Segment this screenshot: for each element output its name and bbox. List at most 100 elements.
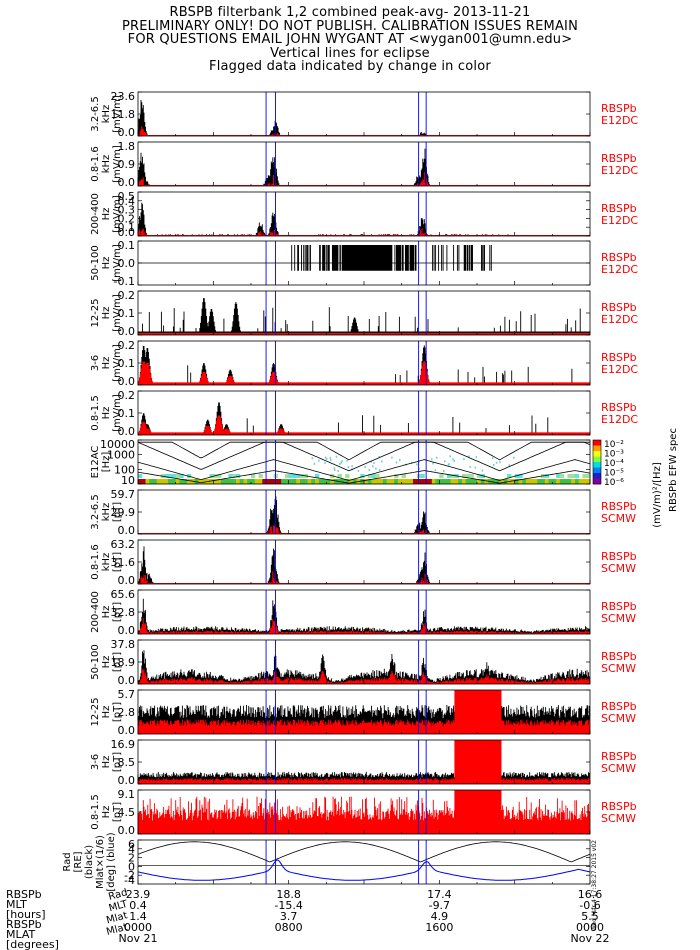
spectrogram-cell <box>232 479 237 484</box>
spectrogram-cell <box>360 479 365 484</box>
source-label: SCMW <box>601 662 636 675</box>
source-label: RBSPb <box>601 351 637 364</box>
spectrogram-cell <box>235 474 241 478</box>
spectrogram-cell <box>213 479 218 484</box>
spectrogram-speckle <box>474 466 477 469</box>
colorbar-label: 10⁻⁶ <box>604 478 624 488</box>
y-tick-label: 0.0 <box>118 524 136 537</box>
y-axis-label: kHz <box>101 553 112 572</box>
spectrogram-cell <box>586 474 591 478</box>
spectrogram-cell <box>428 479 433 484</box>
colorbar-swatch <box>593 478 601 485</box>
figure-title-block: RBSPB filterbank 1,2 combined peak-avg- … <box>0 6 700 74</box>
y-tick-label: 11.8 <box>111 108 136 121</box>
spectrogram-cell <box>292 479 297 484</box>
y-axis-label: [pT] <box>112 552 123 572</box>
spectrogram-cell <box>443 479 448 484</box>
source-label: RBSPb <box>601 550 637 563</box>
spectrogram-cell <box>262 479 267 484</box>
panel-e4-data <box>138 245 590 271</box>
axis-tick-value: 3.7 <box>280 910 298 923</box>
spectrogram-cell <box>495 479 501 484</box>
source-label: RBSPb <box>601 500 637 513</box>
y-axis-label: [mV/m] <box>112 294 123 332</box>
spectrogram-cell <box>518 474 523 478</box>
avg-trace <box>137 126 427 136</box>
spectrogram-cell <box>209 474 214 478</box>
spectrogram-cell <box>164 474 169 478</box>
spectrogram-cell <box>269 479 275 484</box>
spectrogram-speckle <box>391 456 393 459</box>
colorbar-swatch <box>593 456 601 463</box>
spectrogram-cell <box>179 474 184 478</box>
y-axis-label: 0.8-1.5 <box>90 395 101 430</box>
peak-trace <box>137 598 590 634</box>
source-label: SCMW <box>601 512 636 525</box>
spectrogram-cell <box>333 479 339 484</box>
panel-b5-data <box>137 690 590 734</box>
spectrogram-cell <box>164 479 169 484</box>
y-tick-label: 0.0 <box>118 624 136 637</box>
y-tick-label: -2 <box>124 869 135 882</box>
y-tick-label: 0.1 <box>118 407 136 420</box>
source-label: E12DC <box>601 214 638 227</box>
spectrogram-cell <box>288 474 293 478</box>
spectrogram-cell <box>258 479 263 484</box>
colorbar-label: 10⁻⁵ <box>604 469 624 479</box>
source-label: RBSPb <box>601 750 637 763</box>
spectrogram-speckle <box>324 456 327 459</box>
y-tick-label: 100 <box>114 463 135 476</box>
spectrogram-cell <box>394 479 399 484</box>
spectrogram-speckle <box>452 458 454 461</box>
y-tick-label: 32.8 <box>111 606 136 619</box>
spectrogram-cell <box>409 479 414 484</box>
y-axis-label: Hz <box>101 307 112 320</box>
spectrogram-cell <box>228 474 233 478</box>
spectrogram-cell <box>571 474 576 478</box>
y-tick-label: 0.0 <box>118 774 136 787</box>
spectrogram-cell <box>315 479 320 484</box>
spectrogram-cell <box>281 479 286 484</box>
source-label: E12DC <box>601 263 638 276</box>
spectrogram-speckle <box>325 457 328 460</box>
y-axis-label: 0.8-1.6 <box>90 544 101 579</box>
spectrogram-speckle <box>469 465 471 468</box>
y-tick-label: 29.9 <box>111 506 136 519</box>
spectrogram-cell <box>420 479 425 484</box>
source-label: SCMW <box>601 762 636 775</box>
axis-row-label: RBSPb <box>6 888 42 901</box>
spectrogram-cell <box>461 479 467 484</box>
spectrogram-cell <box>277 479 282 484</box>
spectrogram-cell <box>503 479 508 484</box>
spectrogram-cell <box>582 479 587 484</box>
colorbar-swatch <box>593 440 601 446</box>
axis-tick-value: 23.9 <box>126 888 151 901</box>
spectrogram-cell <box>401 474 406 478</box>
spectrogram-cell <box>243 479 248 484</box>
flagged-block <box>454 790 502 834</box>
spectrogram-cell <box>251 474 256 478</box>
y-axis-label: [mV/m] <box>112 394 123 432</box>
axis-tick-value: 4.9 <box>431 910 449 923</box>
colorbar-swatch <box>593 445 601 452</box>
colorbar-swatch <box>593 462 601 468</box>
panel-b7-data <box>137 790 590 834</box>
axis-tick-value: -9.7 <box>429 899 450 912</box>
source-label: E12DC <box>601 114 638 127</box>
y-axis-label: 50-100 <box>90 644 101 679</box>
y-axis-label: Mlat×(1/6) <box>95 835 106 889</box>
spectrogram-cell <box>175 479 180 484</box>
y-tick-label: 4 <box>128 843 135 856</box>
spectrogram-speckle <box>313 462 316 465</box>
y-axis-label: [pT] <box>112 702 123 722</box>
y-tick-label: 0.3 <box>118 204 136 217</box>
y-tick-label: -4 <box>124 874 135 887</box>
source-label: RBSPb <box>601 401 637 414</box>
axis-date-label: Nov 21 <box>119 932 158 945</box>
y-axis-label: 3-6 <box>90 355 101 371</box>
peak-trace <box>264 496 431 534</box>
y-axis-label: 12-25 <box>90 298 101 327</box>
source-label: RBSPb <box>601 202 637 215</box>
